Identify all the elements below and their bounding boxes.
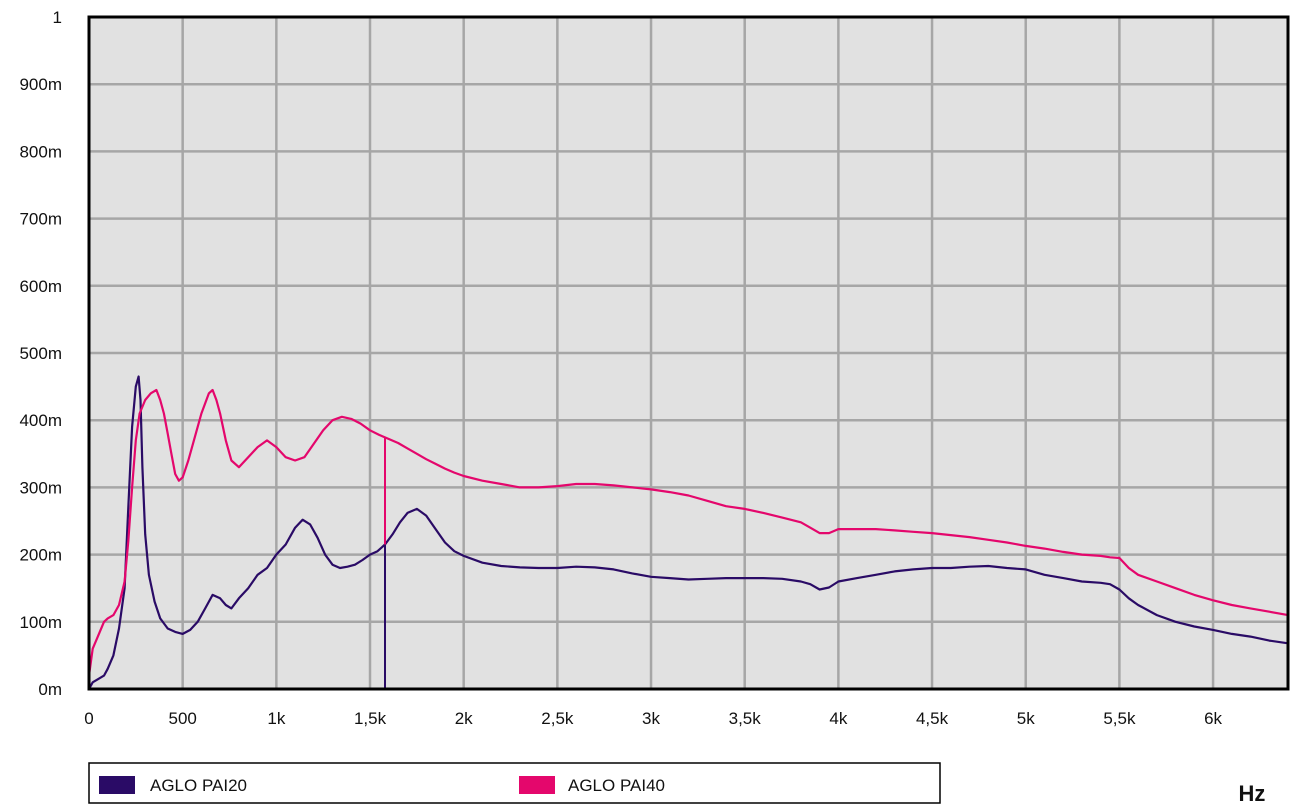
x-axis-ticks: 0 500 1k 1,5k 2k 2,5k 3k 3,5k 4k 4,5k 5k 5,5k 6k xyxy=(84,709,1222,728)
legend-label-pai20: AGLO PAI20 xyxy=(150,776,247,795)
series-line-pai40 xyxy=(87,388,1289,676)
x-tick-label: 3k xyxy=(642,709,660,728)
series-layer xyxy=(87,375,1289,690)
legend-swatch-pai40 xyxy=(519,776,555,794)
x-tick-label: 1k xyxy=(267,709,285,728)
x-tick-label: 5k xyxy=(1017,709,1035,728)
x-tick-label: 2,5k xyxy=(541,709,574,728)
plot-frame xyxy=(87,15,1290,691)
series-line-pai20 xyxy=(88,375,1289,690)
x-tick-label: 3,5k xyxy=(729,709,762,728)
x-tick-label: 500 xyxy=(168,709,196,728)
legend-swatch-pai20 xyxy=(99,776,135,794)
x-tick-label: 6k xyxy=(1204,709,1222,728)
y-tick-label: 800m xyxy=(19,142,62,161)
y-tick-label: 0m xyxy=(38,680,62,699)
y-axis-ticks: 0m 100m 200m 300m 400m 500m 600m 700m 800m 900m 1 xyxy=(19,8,62,699)
y-tick-label: 300m xyxy=(19,478,62,497)
x-tick-label: 1,5k xyxy=(354,709,387,728)
x-tick-label: 4,5k xyxy=(916,709,949,728)
y-tick-label: 700m xyxy=(19,210,62,229)
y-tick-label: 500m xyxy=(19,344,62,363)
y-tick-label: 1 xyxy=(53,8,62,27)
legend-box xyxy=(88,762,941,804)
x-axis-unit: Hz xyxy=(1239,781,1266,806)
x-tick-label: 4k xyxy=(829,709,847,728)
legend-label-pai40: AGLO PAI40 xyxy=(568,776,665,795)
y-tick-label: 400m xyxy=(19,411,62,430)
y-tick-label: 900m xyxy=(19,75,62,94)
x-tick-label: 5,5k xyxy=(1103,709,1136,728)
x-tick-label: 2k xyxy=(455,709,473,728)
y-tick-label: 600m xyxy=(19,277,62,296)
y-tick-label: 200m xyxy=(19,546,62,565)
y-tick-label: 100m xyxy=(19,613,62,632)
x-tick-label: 0 xyxy=(84,709,93,728)
